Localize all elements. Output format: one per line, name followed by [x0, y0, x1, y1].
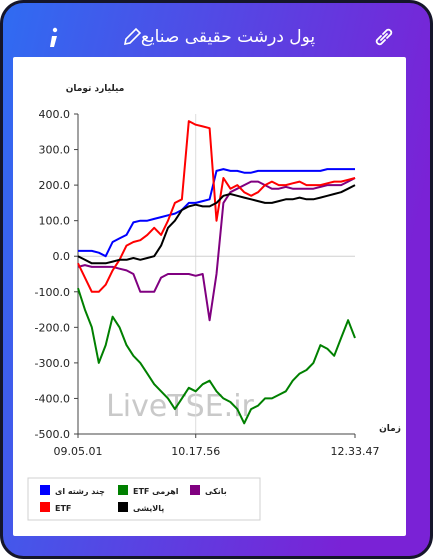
- legend-label: چند رشته ای: [55, 487, 105, 496]
- legend-swatch: [118, 502, 128, 512]
- info-icon[interactable]: [50, 27, 58, 47]
- legend-label: بانکی: [205, 487, 227, 496]
- series-line: [78, 168, 355, 258]
- edit-icon[interactable]: [123, 27, 142, 46]
- series-line: [77, 184, 356, 265]
- y-tick-label: 100.0: [39, 215, 71, 228]
- x-axis-title: زمان: [379, 424, 401, 434]
- y-tick-label: -200.0: [35, 321, 70, 334]
- legend-label: پالایشی: [133, 504, 164, 513]
- legend-label: ETF اهرمی: [133, 487, 179, 496]
- y-tick-label: -100.0: [35, 286, 70, 299]
- y-tick-label: 0.0: [53, 250, 71, 263]
- x-tick-label: 09.05.01: [54, 445, 103, 458]
- series-line: [77, 120, 356, 293]
- legend-swatch: [40, 485, 50, 495]
- y-axis-title: میلیارد تومان: [66, 84, 125, 94]
- header-title: پول درشت حقیقی صنایع: [141, 27, 316, 47]
- y-tick-label: 200.0: [39, 179, 71, 192]
- series-line: [77, 177, 356, 322]
- link-icon[interactable]: [375, 28, 393, 46]
- series-line: [77, 287, 356, 425]
- legend-swatch: [190, 485, 200, 495]
- y-tick-label: -400.0: [35, 392, 70, 405]
- y-tick-label: 400.0: [39, 108, 71, 121]
- legend: [27, 477, 261, 521]
- chart-panel: [13, 57, 406, 536]
- x-tick-label: 12.33.47: [331, 445, 380, 458]
- x-tick-label: 10.17.56: [171, 445, 220, 458]
- watermark: LiveTSE.ir: [106, 389, 254, 424]
- legend-label: ETF: [55, 504, 71, 513]
- y-tick-label: -300.0: [35, 357, 70, 370]
- y-tick-label: -500.0: [35, 428, 70, 441]
- y-tick-label: 300.0: [39, 144, 71, 157]
- legend-swatch: [118, 485, 128, 495]
- legend-swatch: [40, 502, 50, 512]
